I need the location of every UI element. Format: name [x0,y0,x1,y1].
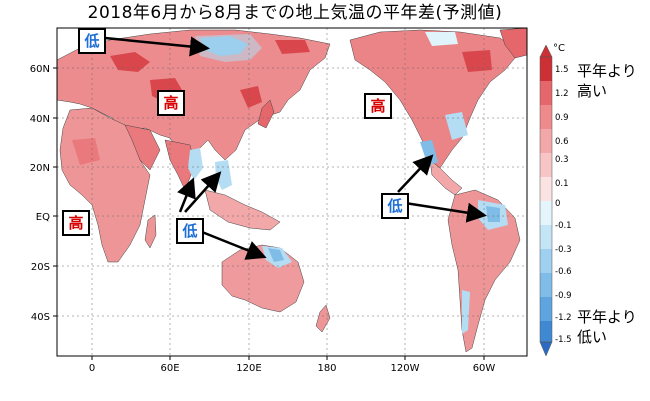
cb-label-minus-0.6: -0.6 [555,267,572,277]
high-tag-eurasia: 高 [157,90,185,116]
cool-patch-mexico [420,140,438,166]
landmass-central-america [429,159,463,196]
colorbar [539,44,553,357]
cb-label-1.5: 1.5 [555,65,569,75]
map-title: 2018年6月から8月までの地上気温の平年差(予測値) [87,3,503,23]
landmass-se-asia [204,189,281,231]
map-frame [56,27,528,357]
cb-label-0.9: 0.9 [555,113,569,123]
cb-label-1.2: 1.2 [555,89,569,99]
arrow-to-siberia [104,36,210,57]
cool-patch-n-australia-core [268,248,284,262]
colorbar-top-arrow [539,44,553,58]
low-tag-siberia: 低 [78,28,106,54]
lat-label-20n: 20N [30,163,50,174]
arrow-to-australia [201,230,267,260]
hot-core-europe [110,52,150,72]
lon-label-60w: 60W [473,363,496,374]
lon-label-60e: 60E [160,363,179,374]
annotation-arrows [104,36,487,260]
high-tag-africa: 高 [62,210,90,236]
lat-label-eq: EQ [36,212,50,223]
cool-patch-arctic-canada [425,32,458,46]
lon-label-120w: 120W [391,363,420,374]
cool-patch-siberia-inner [195,34,262,62]
high-tag-north-america: 高 [364,93,392,119]
legend-above-label-1: 平年より [577,62,637,80]
cb-label-minus-0.9: -0.9 [555,291,572,301]
lat-label-20s: 20S [31,262,50,273]
arrow-to-mexico [397,154,434,193]
hot-core-arctic-russia [275,40,310,54]
colorbar-labels: 1.5 1.2 0.9 0.6 0.3 0.1 0 -0.1 -0.3 -0.6… [555,65,572,345]
arrow-to-india [177,177,196,213]
lat-label-40s: 40S [31,312,50,323]
cool-patch-se-usa [445,112,468,140]
landmass-japan [257,99,275,129]
lon-label-120e: 120E [236,363,261,374]
low-tag-americas: 低 [381,193,409,219]
hot-core-east-asia [240,86,262,108]
lon-label-0: 0 [89,363,95,374]
low-tag-asia: 低 [176,218,204,244]
cb-label-minus-0.3: -0.3 [555,245,572,255]
legend-above-label-2: 高い [577,82,608,100]
hot-core-west-africa [72,138,100,165]
hot-core-canada [462,50,492,72]
cool-patch-amazon-core [486,206,500,222]
axis-ticks [53,67,485,360]
cool-patch-andes [462,290,470,334]
cb-label-minus-1.2: -1.2 [555,313,572,323]
cb-label-minus-0.1: -0.1 [555,221,572,231]
legend-unit: °C [553,43,565,54]
colorbar-bottom-arrow [539,341,553,357]
cb-label-0.1: 0.1 [555,179,569,189]
legend-below-label-1: 平年より [577,308,637,326]
cb-label-minus-1.5: -1.5 [555,335,572,345]
arrow-to-indochina [184,171,222,213]
landmass-new-zealand [315,304,331,333]
cb-label-0: 0 [555,199,560,209]
cb-label-0.3: 0.3 [555,155,569,165]
lat-label-40n: 40N [30,114,50,125]
lon-label-180: 180 [317,363,336,374]
gridlines [57,28,527,356]
legend-below-label-2: 低い [577,328,608,346]
lat-label-60n: 60N [30,64,50,75]
cb-label-0.6: 0.6 [555,137,569,147]
arrow-to-amazon [404,201,487,223]
cool-patch-north-india [188,148,203,180]
